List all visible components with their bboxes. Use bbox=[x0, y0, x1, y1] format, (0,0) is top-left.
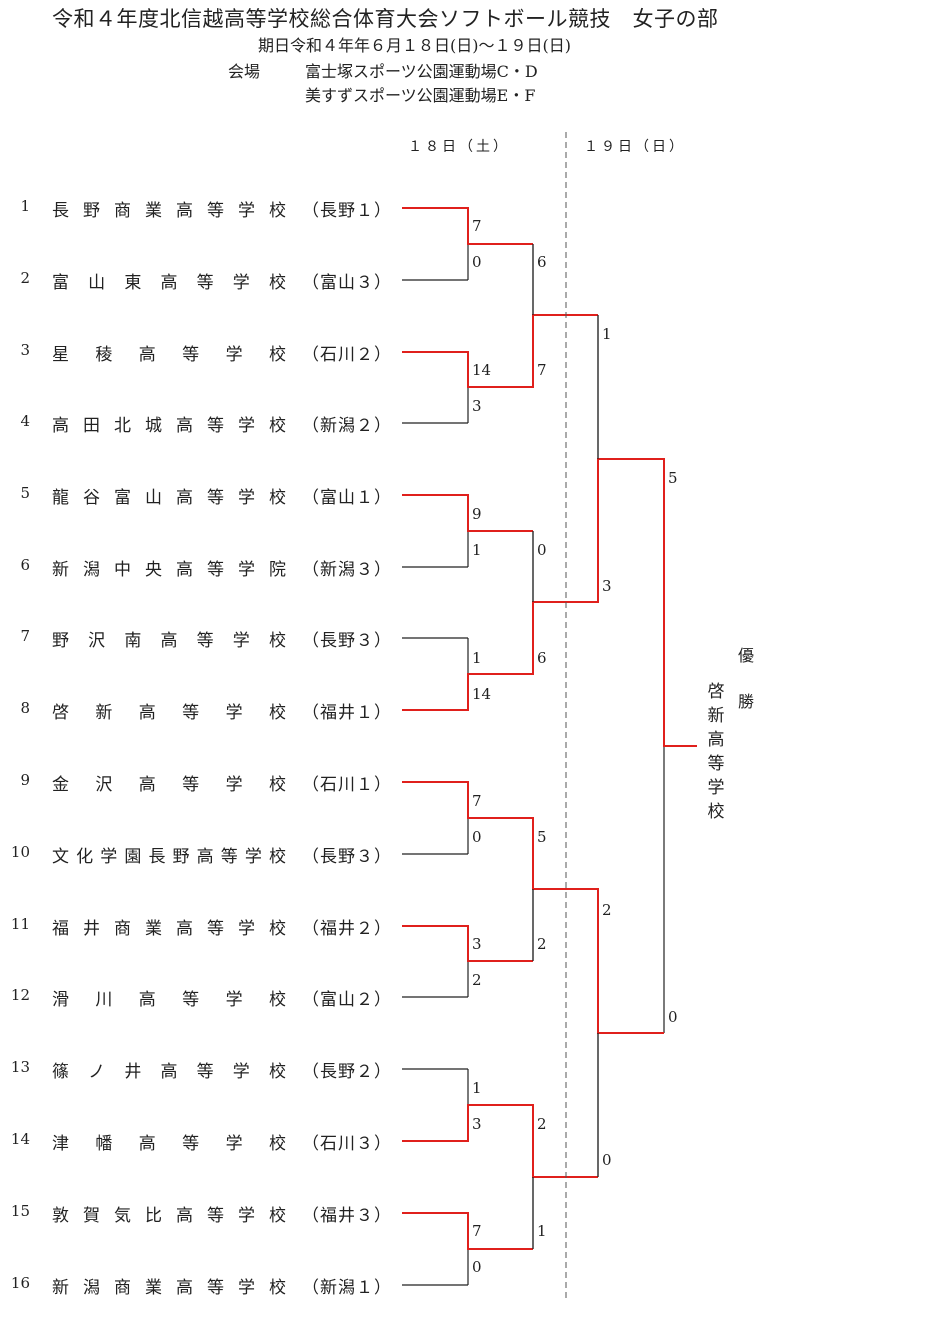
team-school: 文化学園長野高等学校 bbox=[52, 847, 286, 867]
team-school: 高田北城高等学校 bbox=[52, 416, 286, 436]
match-score: 2 bbox=[602, 901, 612, 919]
team-prefecture: （長野３） bbox=[302, 631, 392, 651]
team-school: 星稜高等学校 bbox=[52, 345, 286, 365]
match-score: 3 bbox=[602, 577, 612, 595]
date-value: 令和４年年６月１８日(日)～１９日(日) bbox=[290, 36, 571, 55]
team-number: 13 bbox=[10, 1058, 30, 1076]
team-school: 富山東高等学校 bbox=[52, 273, 286, 293]
date-label: 期日 bbox=[258, 36, 291, 55]
team-prefecture: （石川１） bbox=[302, 775, 392, 795]
match-score: 6 bbox=[537, 253, 547, 271]
team-school: 野沢南高等学校 bbox=[52, 631, 286, 651]
team-number: 6 bbox=[20, 556, 30, 574]
team-school: 金沢高等学校 bbox=[52, 775, 286, 795]
champion-school: 啓新高等学校 bbox=[707, 682, 725, 822]
team-prefecture: （石川２） bbox=[302, 345, 392, 365]
team-number: 1 bbox=[20, 197, 30, 215]
match-score: 7 bbox=[537, 361, 547, 379]
match-score: 7 bbox=[472, 1222, 482, 1240]
match-score: 1 bbox=[472, 1079, 482, 1097]
match-score: 5 bbox=[668, 469, 678, 487]
match-score: 7 bbox=[472, 217, 482, 235]
match-score: 14 bbox=[472, 361, 492, 379]
venue-label: 会場 bbox=[228, 62, 261, 81]
team-school: 新潟商業高等学校 bbox=[52, 1278, 286, 1298]
team-number: 2 bbox=[20, 269, 30, 287]
match-score: 0 bbox=[602, 1151, 612, 1169]
team-number: 4 bbox=[20, 412, 30, 430]
match-score: 0 bbox=[472, 253, 482, 271]
match-score: 9 bbox=[472, 505, 482, 523]
match-score: 2 bbox=[537, 1115, 547, 1133]
team-prefecture: （富山２） bbox=[302, 990, 392, 1010]
team-school: 長野商業高等学校 bbox=[52, 201, 286, 221]
match-score: 7 bbox=[472, 792, 482, 810]
team-prefecture: （石川３） bbox=[302, 1134, 392, 1154]
team-prefecture: （新潟２） bbox=[302, 416, 392, 436]
team-prefecture: （福井３） bbox=[302, 1206, 392, 1226]
team-number: 3 bbox=[20, 341, 30, 359]
match-score: 1 bbox=[472, 541, 482, 559]
match-score: 6 bbox=[537, 649, 547, 667]
team-prefecture: （長野３） bbox=[302, 847, 392, 867]
team-prefecture: （福井１） bbox=[302, 703, 392, 723]
match-score: 2 bbox=[537, 935, 547, 953]
match-score: 5 bbox=[537, 828, 547, 846]
team-school: 敦賀気比高等学校 bbox=[52, 1206, 286, 1226]
team-number: 8 bbox=[20, 699, 30, 717]
team-prefecture: （富山１） bbox=[302, 488, 392, 508]
match-score: 0 bbox=[472, 828, 482, 846]
team-number: 7 bbox=[20, 627, 30, 645]
day2-label: １９日（日） bbox=[584, 139, 686, 155]
team-school: 滑川高等学校 bbox=[52, 990, 286, 1010]
team-prefecture: （長野２） bbox=[302, 1062, 392, 1082]
team-number: 16 bbox=[10, 1274, 30, 1292]
team-prefecture: （長野１） bbox=[302, 201, 392, 221]
team-school: 龍谷富山高等学校 bbox=[52, 488, 286, 508]
team-number: 10 bbox=[10, 843, 30, 861]
match-score: 1 bbox=[537, 1222, 547, 1240]
venue-1: 富士塚スポーツ公園運動場C・D bbox=[305, 62, 538, 81]
day1-label: １８日（土） bbox=[408, 139, 510, 155]
team-prefecture: （福井２） bbox=[302, 919, 392, 939]
team-number: 11 bbox=[10, 915, 30, 933]
venue-2: 美すずスポーツ公園運動場E・F bbox=[305, 86, 536, 105]
champion-label-2: 勝 bbox=[738, 692, 755, 711]
match-score: 3 bbox=[472, 935, 482, 953]
team-number: 15 bbox=[10, 1202, 30, 1220]
match-score: 14 bbox=[472, 685, 492, 703]
team-school: 福井商業高等学校 bbox=[52, 919, 286, 939]
team-number: 9 bbox=[20, 771, 30, 789]
team-prefecture: （富山３） bbox=[302, 273, 392, 293]
match-score: 0 bbox=[668, 1008, 678, 1026]
match-score: 1 bbox=[472, 649, 482, 667]
team-school: 津幡高等学校 bbox=[52, 1134, 286, 1154]
match-score: 3 bbox=[472, 397, 482, 415]
team-school: 啓新高等学校 bbox=[52, 703, 286, 723]
team-school: 新潟中央高等学院 bbox=[52, 560, 286, 580]
team-prefecture: （新潟１） bbox=[302, 1278, 392, 1298]
team-prefecture: （新潟３） bbox=[302, 560, 392, 580]
match-score: 2 bbox=[472, 971, 482, 989]
match-score: 0 bbox=[537, 541, 547, 559]
team-number: 5 bbox=[20, 484, 30, 502]
page-title: 令和４年度北信越高等学校総合体育大会ソフトボール競技 女子の部 bbox=[52, 7, 719, 31]
match-score: 3 bbox=[472, 1115, 482, 1133]
match-score: 0 bbox=[472, 1258, 482, 1276]
match-score: 1 bbox=[602, 325, 612, 343]
champion-label-1: 優 bbox=[738, 646, 755, 665]
team-number: 14 bbox=[10, 1130, 30, 1148]
team-number: 12 bbox=[10, 986, 30, 1004]
team-school: 篠ノ井高等学校 bbox=[52, 1062, 286, 1082]
